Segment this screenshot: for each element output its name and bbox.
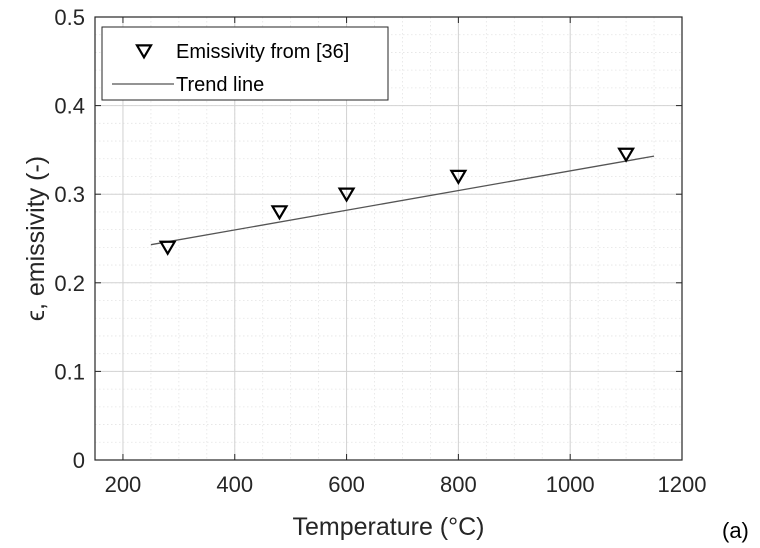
data-point-triangle bbox=[449, 169, 468, 185]
x-axis-label: Temperature (°C) bbox=[293, 513, 485, 541]
y-tick-label: 0.5 bbox=[54, 5, 85, 30]
legend: Emissivity from [36] Trend line bbox=[101, 26, 389, 101]
legend-box bbox=[101, 26, 389, 101]
axis-ticks bbox=[95, 16, 683, 461]
x-tick-label: 200 bbox=[105, 472, 142, 497]
x-tick-label: 600 bbox=[328, 472, 365, 497]
y-axis-label: ϵ, emissivity (-) bbox=[22, 156, 50, 321]
legend-label-trend-line: Trend line bbox=[176, 74, 264, 96]
series-layer bbox=[150, 147, 655, 256]
y-tick-label: 0 bbox=[73, 448, 85, 473]
x-tick-label: 800 bbox=[440, 472, 477, 497]
y-tick-label: 0.4 bbox=[54, 94, 85, 119]
data-point-triangle bbox=[270, 205, 289, 221]
x-tick-labels: 200 400 600 800 1000 1200 bbox=[105, 472, 707, 497]
y-tick-labels: 0 0.1 0.2 0.3 0.4 0.5 bbox=[54, 5, 85, 473]
y-tick-label: 0.1 bbox=[54, 359, 85, 384]
data-point-triangle bbox=[337, 187, 356, 203]
plot-area-frame bbox=[94, 16, 683, 461]
x-tick-label: 1200 bbox=[658, 472, 707, 497]
data-point-triangle bbox=[617, 147, 636, 163]
x-tick-label: 400 bbox=[216, 472, 253, 497]
legend-marker-triangle-icon bbox=[135, 44, 153, 60]
data-point-triangle bbox=[158, 240, 177, 256]
y-tick-label: 0.3 bbox=[54, 182, 85, 207]
y-tick-label: 0.2 bbox=[54, 271, 85, 296]
panel-label: (a) bbox=[722, 518, 749, 543]
trend-line bbox=[150, 155, 655, 246]
x-tick-label: 1000 bbox=[546, 472, 595, 497]
legend-label-emissivity: Emissivity from [36] bbox=[176, 41, 349, 63]
